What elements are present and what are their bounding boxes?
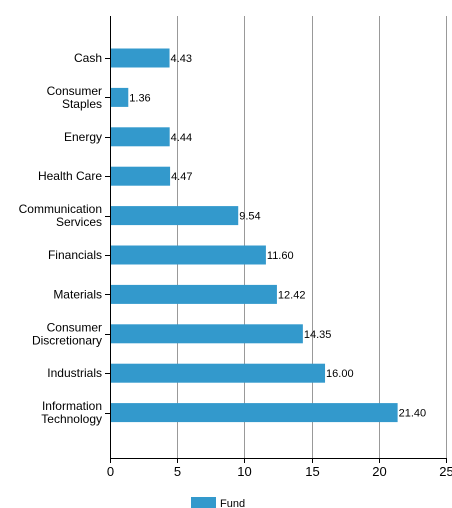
- x-tick-label: 15: [305, 464, 319, 479]
- data-label: 14.35: [304, 329, 332, 341]
- data-label: 21.40: [399, 408, 427, 420]
- legend-label-fund: Fund: [220, 498, 245, 508]
- bar: [111, 127, 170, 147]
- bar: [111, 206, 239, 226]
- x-tick-label: 25: [439, 464, 452, 479]
- bar: [111, 87, 129, 107]
- category-label: Information Technology: [41, 399, 102, 426]
- category-label: Cash: [74, 51, 102, 65]
- gridlines: [177, 16, 447, 458]
- bar: [111, 324, 303, 344]
- bars: [111, 48, 398, 423]
- data-label: 12.42: [278, 289, 306, 301]
- data-label: 16.00: [326, 368, 354, 380]
- data-label: 4.44: [171, 132, 192, 144]
- x-tick-label: 20: [372, 464, 386, 479]
- legend-swatch-fund: [191, 497, 216, 508]
- data-label: 1.36: [129, 92, 150, 104]
- data-label: 4.43: [171, 53, 192, 65]
- legend: Fund: [191, 497, 245, 508]
- category-label: Consumer Discretionary: [32, 320, 102, 347]
- bar: [111, 363, 326, 383]
- bar: [111, 166, 171, 186]
- category-label: Materials: [53, 287, 102, 301]
- data-label: 11.60: [267, 250, 294, 262]
- category-label: Health Care: [38, 169, 102, 183]
- category-label: Consumer Staples: [47, 84, 102, 111]
- bar: [111, 245, 266, 265]
- bar: [111, 48, 170, 68]
- data-label: 4.47: [171, 171, 192, 183]
- axes: [105, 16, 447, 463]
- x-tick-label: 10: [237, 464, 251, 479]
- x-tick-label: 0: [107, 464, 114, 479]
- bar: [111, 284, 277, 304]
- x-tick-label: 5: [174, 464, 181, 479]
- category-label: Industrials: [47, 366, 102, 380]
- category-label: Financials: [48, 248, 102, 262]
- category-label: Communication Services: [19, 202, 102, 229]
- bar: [111, 403, 398, 423]
- data-label: 9.54: [239, 211, 260, 223]
- category-label: Energy: [64, 130, 102, 144]
- labels: 0 5 10 15 20 25 Cash 4.43 Consumer Staples 1.36 Ene…: [19, 51, 452, 479]
